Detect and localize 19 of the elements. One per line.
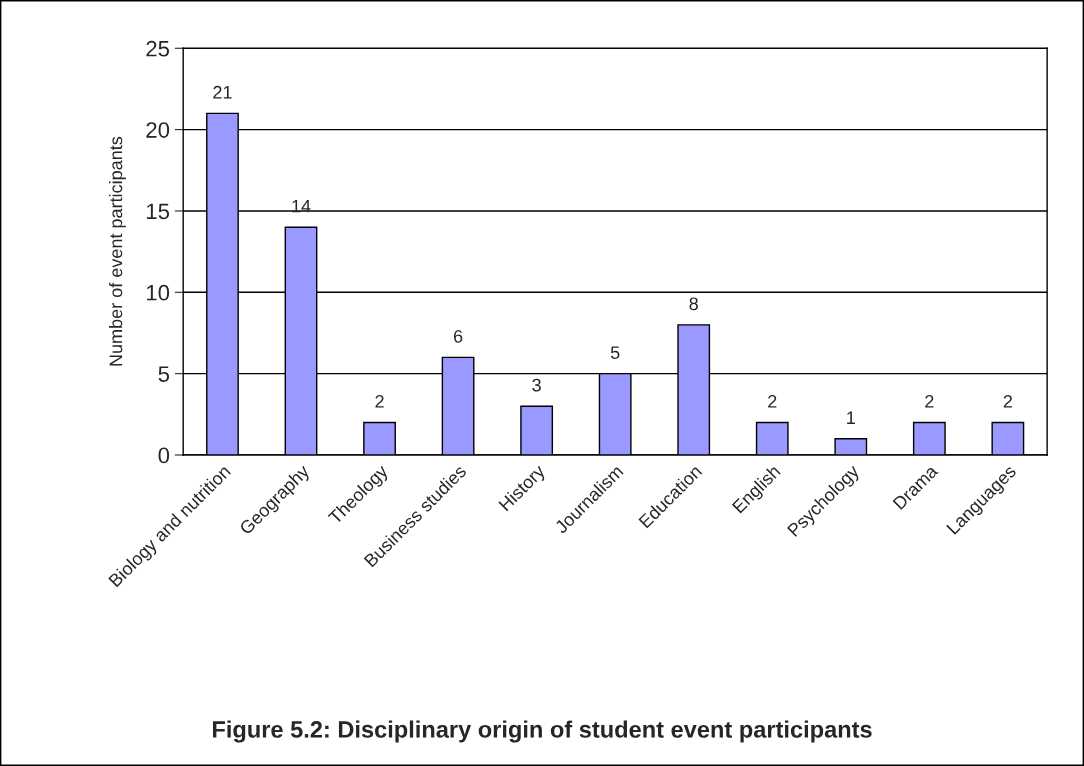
data-label: 6: [453, 329, 463, 343]
data-label: 2: [768, 395, 777, 408]
y-tick-label: 15: [146, 203, 170, 220]
data-label: 1: [847, 411, 855, 424]
data-label: 8: [689, 297, 698, 311]
data-label: 5: [610, 346, 620, 359]
y-tick-label: 5: [158, 366, 170, 382]
data-label: 2: [375, 395, 384, 408]
data-label: 2: [925, 395, 934, 408]
data-label: 2: [1003, 395, 1012, 408]
y-tick-label: 0: [158, 447, 170, 464]
y-tick-label: 10: [146, 284, 170, 301]
text: Figure 5.2: Disciplinary origin of student event participants: [212, 720, 872, 743]
data-label: 21: [213, 85, 232, 99]
y-tick-label: 25: [146, 40, 170, 57]
y-axis-title: Number of event participants: [109, 136, 126, 366]
data-label: 3: [532, 378, 541, 392]
data-label: 14: [292, 199, 311, 213]
y-tick-label: 20: [146, 122, 170, 138]
